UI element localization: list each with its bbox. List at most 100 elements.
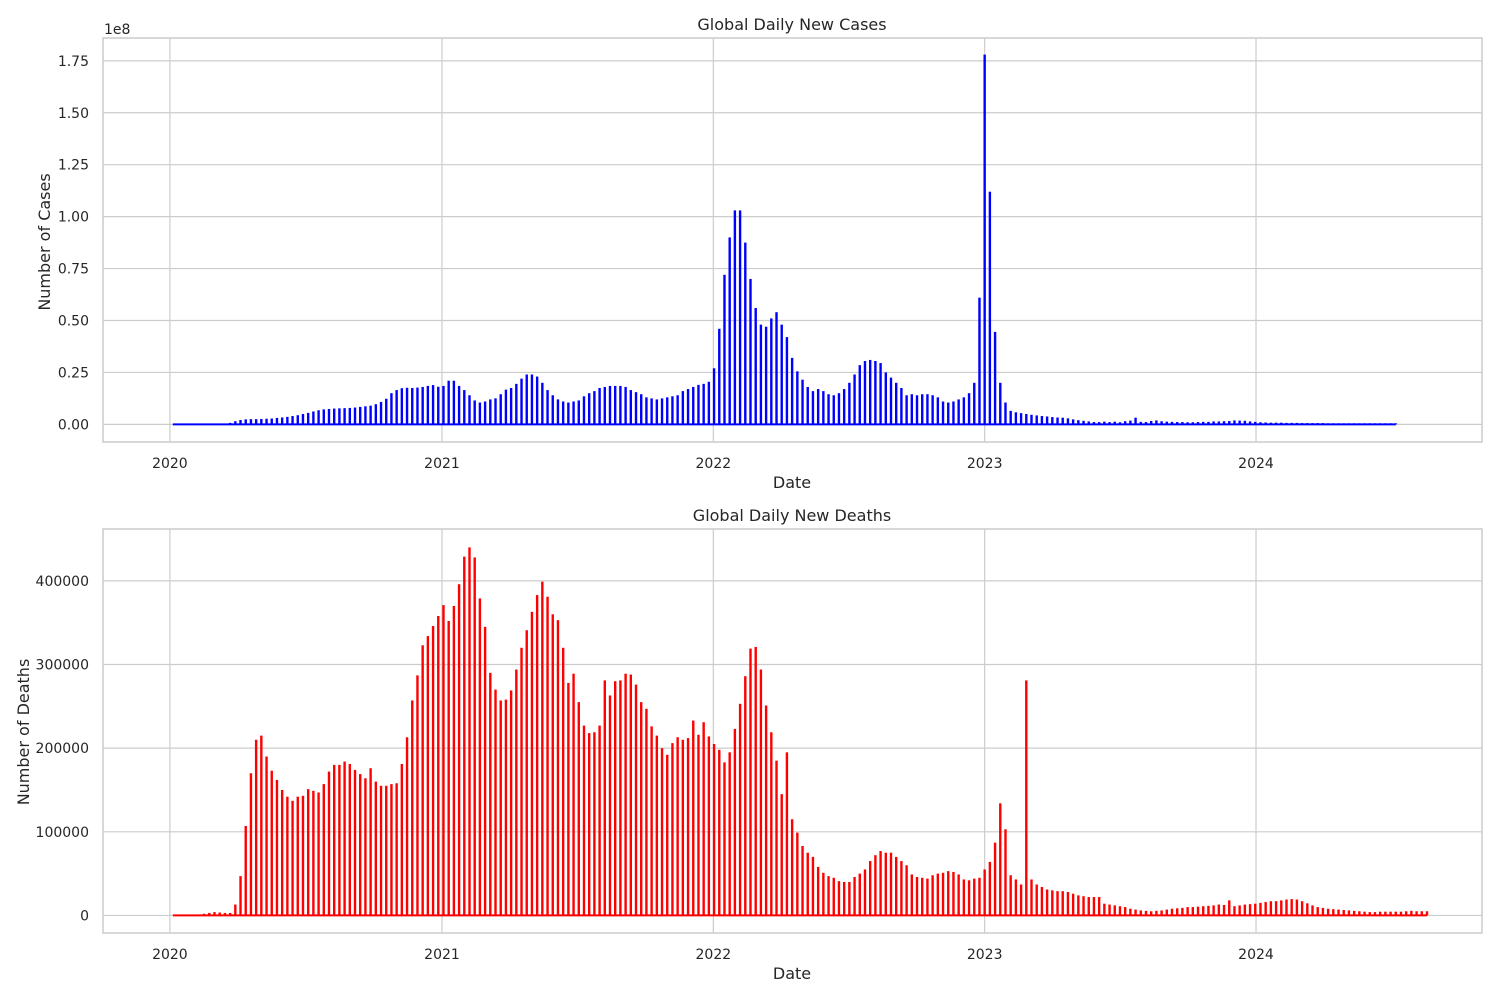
- deaths-bar: [1285, 899, 1288, 916]
- cases-bar: [1071, 419, 1075, 425]
- deaths-bar: [228, 912, 232, 916]
- cases-bar: [1254, 421, 1257, 425]
- cases-bar: [343, 408, 346, 425]
- deaths-bar: [1384, 911, 1387, 916]
- cases-bar: [265, 418, 268, 425]
- deaths-bar: [1394, 911, 1397, 916]
- deaths-bar: [832, 877, 835, 916]
- deaths-bar: [546, 596, 549, 916]
- deaths-bar: [416, 675, 419, 916]
- cases-bar: [947, 402, 950, 425]
- deaths-bar: [1248, 904, 1252, 916]
- deaths-bar: [1342, 909, 1345, 916]
- cases-bar: [1222, 421, 1226, 425]
- deaths-y-axis-label: Number of Deaths: [14, 659, 33, 806]
- cases-bar: [681, 391, 685, 425]
- cases-bar: [1155, 420, 1158, 425]
- cases-bar: [1181, 422, 1184, 425]
- deaths-bar: [910, 874, 914, 916]
- deaths-bar: [660, 748, 664, 916]
- cases-bar: [494, 398, 497, 425]
- deaths-bar: [634, 684, 638, 916]
- deaths-bar: [577, 702, 580, 916]
- cases-bar: [442, 385, 445, 425]
- deaths-bar: [499, 700, 502, 916]
- deaths-bar: [1025, 680, 1028, 916]
- cases-y-tick-label: 0.75: [58, 262, 89, 278]
- cases-bar: [629, 390, 633, 425]
- cases-y-tick-label: 0.00: [58, 417, 89, 433]
- cases-bar: [780, 324, 783, 425]
- cases-bar: [900, 387, 903, 425]
- cases-bar: [385, 398, 388, 425]
- deaths-bar: [489, 672, 492, 916]
- deaths-bar: [1134, 909, 1137, 916]
- cases-bar: [973, 382, 976, 425]
- deaths-bar: [676, 737, 679, 916]
- deaths-bar: [317, 792, 320, 916]
- cases-bar: [707, 381, 711, 425]
- deaths-bar: [322, 784, 325, 916]
- deaths-bar: [718, 749, 721, 916]
- cases-bar: [858, 365, 861, 425]
- cases-bar: [738, 210, 742, 425]
- cases-bar: [515, 383, 518, 425]
- deaths-bar: [338, 764, 341, 916]
- cases-bar: [353, 407, 357, 425]
- deaths-bar: [764, 705, 768, 916]
- deaths-bar: [457, 584, 461, 916]
- deaths-bar: [1071, 893, 1075, 916]
- cases-bar: [650, 398, 653, 425]
- deaths-bar: [421, 645, 424, 916]
- cases-bar: [291, 416, 294, 425]
- deaths-bar: [1347, 910, 1351, 916]
- deaths-bar: [494, 689, 497, 916]
- deaths-bar: [926, 878, 929, 916]
- deaths-bar: [1254, 903, 1257, 916]
- deaths-bar: [749, 648, 752, 916]
- deaths-bar: [1191, 907, 1195, 916]
- deaths-bar: [234, 904, 237, 916]
- deaths-bar: [900, 861, 903, 916]
- cases-bar: [645, 397, 648, 425]
- cases-bar: [327, 408, 331, 425]
- deaths-bar: [1425, 911, 1429, 916]
- cases-bar: [837, 393, 841, 425]
- deaths-bar: [1186, 907, 1189, 916]
- cases-bar: [728, 237, 731, 425]
- deaths-bar: [624, 673, 627, 916]
- deaths-bar: [1066, 892, 1070, 916]
- cases-bar: [312, 411, 315, 425]
- deaths-bar: [400, 764, 404, 916]
- cases-bar: [957, 399, 960, 425]
- cases-bar: [1212, 421, 1215, 425]
- cases-bar: [614, 385, 617, 425]
- deaths-y-tick-label: 300000: [36, 658, 89, 674]
- deaths-bar: [692, 720, 695, 916]
- cases-bar: [286, 416, 289, 425]
- cases-bar: [1014, 412, 1018, 425]
- deaths-bars: [171, 547, 1429, 917]
- cases-bar: [895, 382, 898, 425]
- deaths-bar: [1082, 896, 1085, 916]
- cases-bar: [572, 401, 575, 425]
- cases-bar: [1243, 420, 1247, 425]
- cases-bar: [1149, 421, 1153, 425]
- deaths-bar: [978, 877, 981, 916]
- deaths-bar: [921, 877, 924, 916]
- deaths-bar: [556, 620, 560, 916]
- cases-bar: [1009, 410, 1012, 425]
- cases-bar: [1004, 402, 1007, 425]
- cases-y-tick-label: 1.50: [58, 106, 89, 122]
- cases-bar: [431, 385, 435, 425]
- deaths-bar: [811, 856, 815, 916]
- cases-bar: [239, 419, 242, 425]
- cases-bar: [889, 377, 893, 425]
- cases-bars: [171, 54, 1397, 426]
- deaths-bar: [1118, 906, 1122, 916]
- cases-chart-title: Global Daily New Cases: [697, 15, 886, 34]
- deaths-bar: [1040, 886, 1044, 916]
- deaths-bar: [895, 856, 898, 916]
- cases-bar: [1186, 422, 1189, 425]
- deaths-bar: [957, 874, 960, 916]
